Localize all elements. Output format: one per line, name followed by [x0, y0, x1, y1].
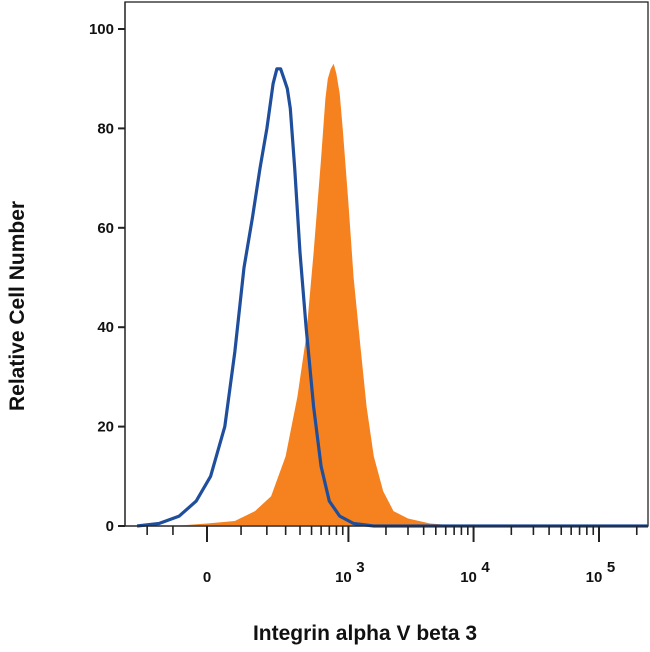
- y-tick-label: 60: [97, 220, 114, 237]
- plot-frame: [124, 1, 649, 527]
- y-tick-label: 0: [106, 518, 114, 535]
- series-layer: [136, 63, 648, 528]
- x-tick-label-exponent: 4: [481, 559, 490, 576]
- y-tick-label: 40: [97, 319, 114, 336]
- x-tick-label: 0: [203, 569, 211, 586]
- y-tick-label: 20: [97, 419, 114, 436]
- x-tick-label: 10: [460, 569, 477, 586]
- y-tick-label: 100: [89, 21, 114, 38]
- x-tick-label-exponent: 5: [607, 559, 615, 576]
- x-axis-title: Integrin alpha V beta 3: [253, 622, 477, 645]
- y-axis-title: Relative Cell Number: [6, 201, 29, 411]
- y-tick-label: 80: [97, 120, 114, 137]
- y-axis-ticks: 0 20 40 60 80 100: [89, 21, 125, 535]
- x-minor-ticks: [146, 526, 638, 535]
- x-tick-label-exponent: 3: [356, 559, 364, 576]
- x-tick-label: 10: [335, 569, 352, 586]
- histogram-outline-series: [136, 67, 648, 528]
- x-tick-label: 10: [586, 569, 603, 586]
- histogram-filled-series: [137, 63, 648, 527]
